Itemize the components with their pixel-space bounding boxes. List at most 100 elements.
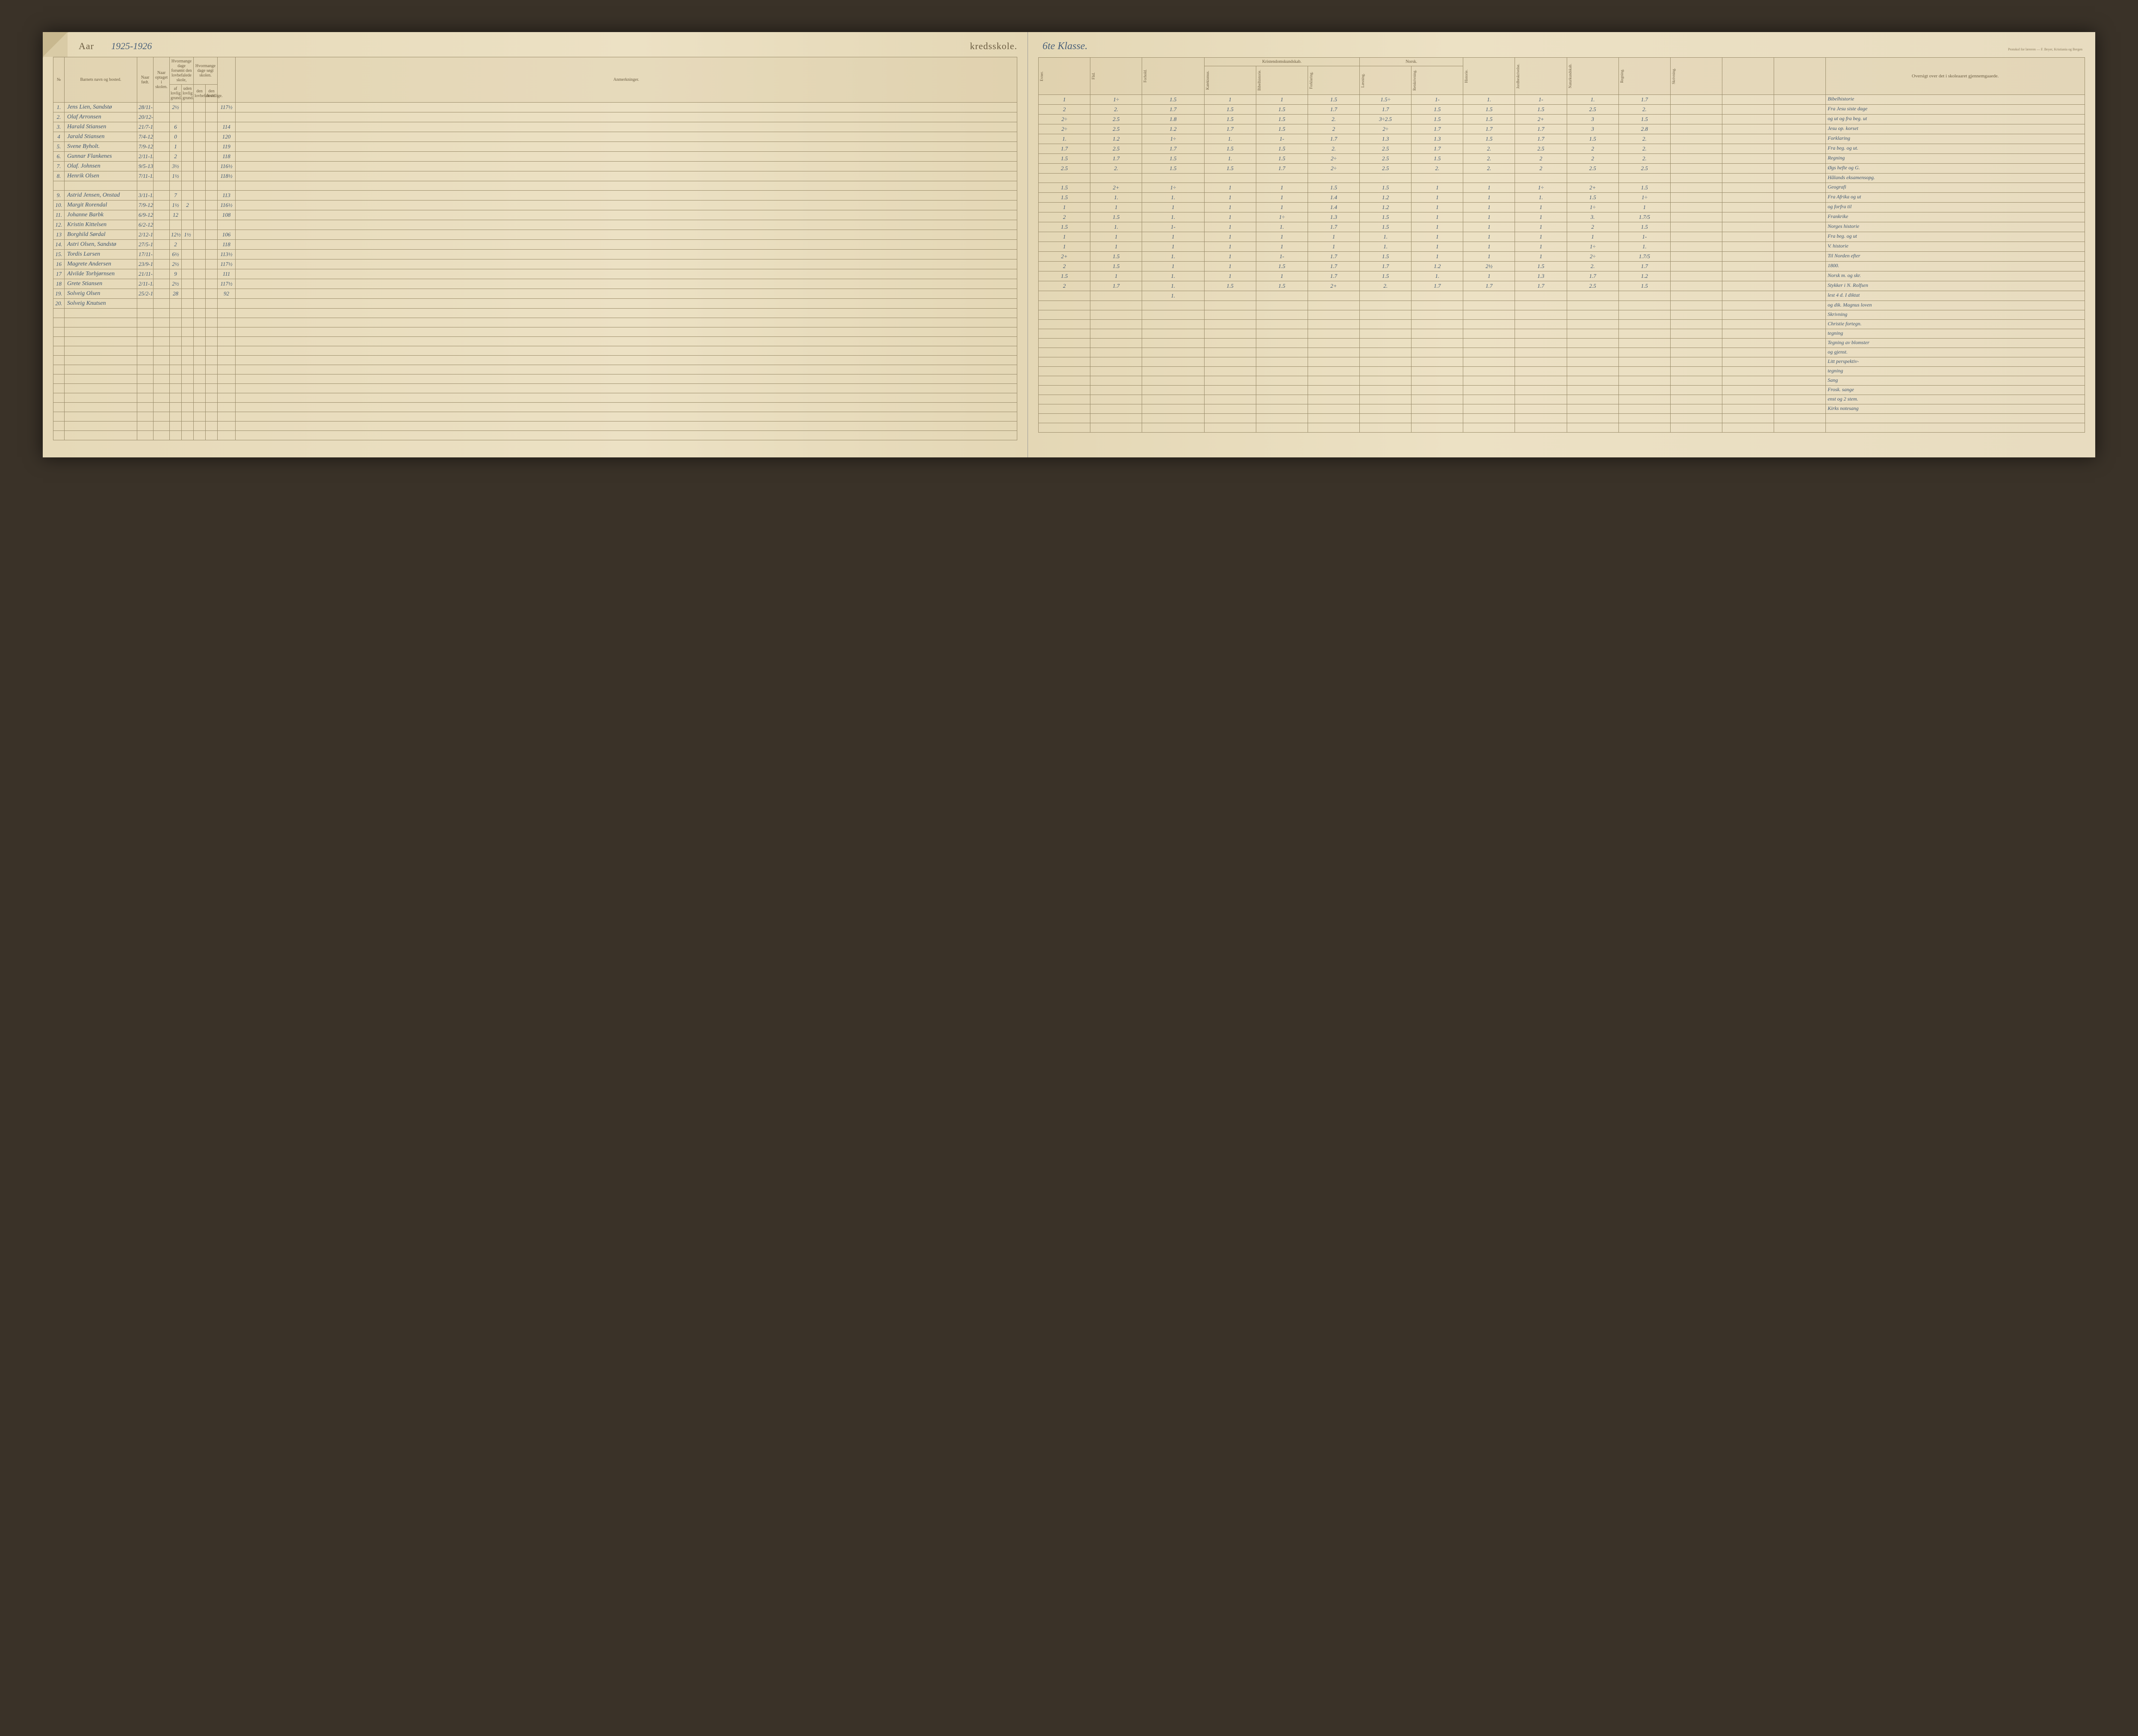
cell-empty xyxy=(1567,320,1618,329)
cell-evner xyxy=(1039,174,1090,183)
cell-reg: 1.2 xyxy=(1618,271,1670,281)
cell-empty xyxy=(1412,414,1463,423)
hdr-blank1 xyxy=(1723,64,1724,88)
cell-no: 20. xyxy=(53,299,65,309)
cell-opt xyxy=(154,240,170,250)
cell-no: 7. xyxy=(53,162,65,171)
cell-oversigt-extra: og dik. Magnus loven xyxy=(1826,301,2085,310)
cell-k1: 1 xyxy=(1204,271,1256,281)
cell-a1: 6 xyxy=(170,122,182,132)
cell-blank xyxy=(1722,134,1774,144)
cell-forhold: 1.2 xyxy=(1142,124,1204,134)
cell-empty xyxy=(1774,376,1826,386)
cell-nat: 1÷ xyxy=(1567,242,1618,252)
cell-opt xyxy=(154,181,170,191)
cell-empty xyxy=(1039,301,1090,310)
cell-empty xyxy=(194,327,206,337)
cell-empty xyxy=(1463,301,1515,310)
cell-forhold: 1.8 xyxy=(1142,115,1204,124)
cell-n1: 2.5 xyxy=(1360,164,1412,174)
cell-oversigt-extra: tegning xyxy=(1826,367,2085,376)
cell-empty xyxy=(1722,320,1774,329)
left-page: Aar 1925-1926 kredsskole. № Barnets navn… xyxy=(43,32,1028,457)
cell-empty xyxy=(154,431,170,440)
cell-k2: 1 xyxy=(1256,203,1308,212)
cell-empty xyxy=(1204,367,1256,376)
cell-empty xyxy=(1142,310,1204,320)
cell-empty xyxy=(1308,367,1359,376)
cell-n2: 1.5 xyxy=(1412,154,1463,164)
cell-empty xyxy=(1515,348,1567,357)
hdr-remarks: Anmerkninger. xyxy=(236,57,1017,103)
cell-hist: 1 xyxy=(1463,193,1515,203)
cell-no: 17 xyxy=(53,269,65,279)
cell-a4 xyxy=(206,152,218,162)
cell-k3: 2 xyxy=(1308,124,1359,134)
cell-nat: 2.5 xyxy=(1567,281,1618,291)
cell-name: Alvilde Torbjørnsen xyxy=(65,269,137,279)
cell-forhold: 1.5 xyxy=(1142,95,1204,105)
cell-a3 xyxy=(194,220,206,230)
cell-k3: 1.4 xyxy=(1308,203,1359,212)
cell-name: Gunnar Flankenes xyxy=(65,152,137,162)
cell-empty xyxy=(206,384,218,393)
cell-jord: 2 xyxy=(1515,164,1567,174)
cell-empty xyxy=(1670,404,1722,414)
cell-a4 xyxy=(206,259,218,269)
cell-skr xyxy=(1670,134,1722,144)
cell-k1: 1 xyxy=(1204,222,1256,232)
cell-skr xyxy=(1670,232,1722,242)
cell-empty xyxy=(1774,414,1826,423)
cell-name xyxy=(65,181,137,191)
cell-days: 106 xyxy=(218,230,236,240)
cell-oversigt: 1800. xyxy=(1826,262,2085,271)
cell-no: 1. xyxy=(53,103,65,112)
cell-empty xyxy=(236,318,1017,327)
cell-empty xyxy=(1360,404,1412,414)
cell-empty xyxy=(1308,404,1359,414)
cell-days xyxy=(218,181,236,191)
cell-k1: 1 xyxy=(1204,212,1256,222)
cell-a3 xyxy=(194,132,206,142)
cell-a1 xyxy=(170,299,182,309)
cell-n2: 1 xyxy=(1412,222,1463,232)
cell-empty xyxy=(170,412,182,421)
cell-flid: 1 xyxy=(1090,203,1142,212)
cell-empty xyxy=(182,393,194,403)
hdr-oversigt: Oversigt over det i skoleaaret gjennemga… xyxy=(1826,58,2085,95)
cell-empty xyxy=(182,374,194,384)
cell-nat: 1. xyxy=(1567,95,1618,105)
cell-k3: 1 xyxy=(1308,242,1359,252)
cell-hist: 1.5 xyxy=(1463,115,1515,124)
cell-empty xyxy=(1670,329,1722,339)
cell-oversigt: V. historie xyxy=(1826,242,2085,252)
cell-empty xyxy=(1463,376,1515,386)
cell-a2 xyxy=(182,289,194,299)
table-row: Skrivning xyxy=(1039,310,2085,320)
cell-name: Svene Byholt. xyxy=(65,142,137,152)
cell-jord: 2.5 xyxy=(1515,144,1567,154)
cell-jord: 1 xyxy=(1515,203,1567,212)
cell-n2: 1 xyxy=(1412,232,1463,242)
cell-empty xyxy=(1412,386,1463,395)
cell-opt xyxy=(154,250,170,259)
cell-empty xyxy=(1670,310,1722,320)
cell-n1: 1. xyxy=(1360,232,1412,242)
cell-name: Jarald Stiansen xyxy=(65,132,137,142)
cell-a3 xyxy=(194,162,206,171)
cell-born: 3/11-12 xyxy=(137,191,154,200)
cell-empty xyxy=(1722,329,1774,339)
cell-opt xyxy=(154,191,170,200)
hdr-jord: Jordbeskrivelse. xyxy=(1516,62,1521,90)
cell-reg: 2. xyxy=(1618,105,1670,115)
cell-rem xyxy=(236,132,1017,142)
cell-empty xyxy=(236,346,1017,356)
cell-empty xyxy=(170,393,182,403)
cell-days xyxy=(218,112,236,122)
cell-k2: 1.5 xyxy=(1256,262,1308,271)
cell-a3 xyxy=(194,279,206,289)
cell-empty xyxy=(206,393,218,403)
cell-empty xyxy=(137,421,154,431)
cell-days xyxy=(218,220,236,230)
cell-reg: 1.5 xyxy=(1618,222,1670,232)
